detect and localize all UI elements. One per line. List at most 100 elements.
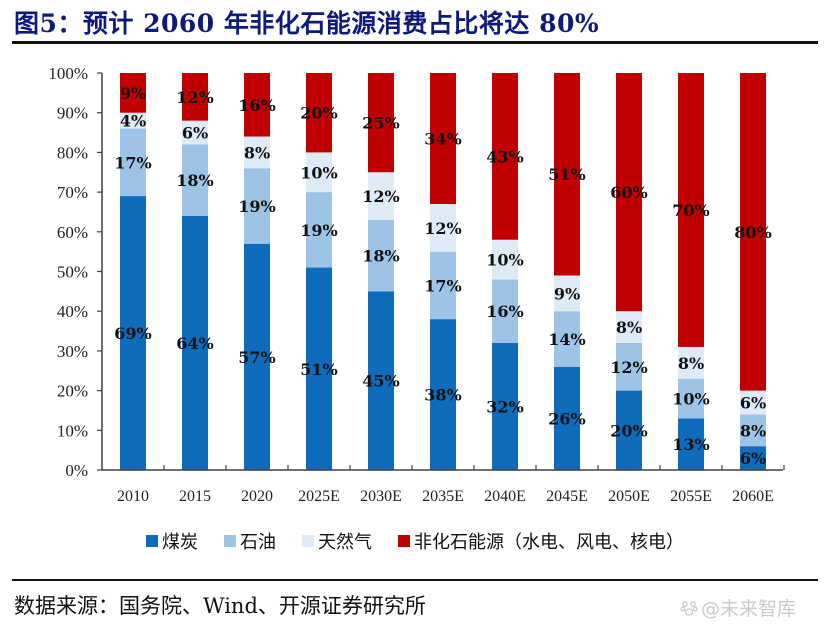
- y-tick-label: 100%: [48, 64, 88, 83]
- data-label-oil: 12%: [610, 358, 647, 377]
- bar-segment-coal: [554, 366, 580, 470]
- bar-segment-non_fossil: [120, 73, 146, 113]
- data-label-coal: 32%: [486, 397, 523, 416]
- data-label-non_fossil: 9%: [120, 84, 146, 103]
- bar-segment-coal: [368, 291, 394, 470]
- data-label-non_fossil: 60%: [610, 183, 647, 202]
- data-label-oil: 19%: [300, 221, 337, 240]
- data-label-coal: 69%: [114, 324, 151, 343]
- data-label-non_fossil: 43%: [486, 147, 523, 166]
- data-label-non_fossil: 20%: [300, 104, 337, 123]
- data-label-gas: 4%: [120, 112, 146, 131]
- data-label-non_fossil: 80%: [734, 223, 771, 242]
- watermark-text: @未来智库: [701, 598, 797, 620]
- bar-segment-non_fossil: [554, 73, 580, 276]
- bar-segment-gas: [368, 172, 394, 220]
- stacked-bar-chart: 69% 17% 4% 9% 2010 64% 18% 6% 12% 2015 57% 19% 8% 16%…: [48, 64, 785, 505]
- data-label-coal: 51%: [300, 360, 337, 379]
- y-tick-label: 80%: [57, 143, 88, 162]
- bar-segment-coal: [492, 342, 518, 470]
- data-label-coal: 26%: [548, 409, 585, 428]
- legend-item-oil: 石油: [224, 528, 276, 554]
- legend-label-gas: 天然气: [318, 532, 372, 553]
- x-tick-label: 2030E: [360, 488, 402, 505]
- y-tick-label: 20%: [57, 382, 88, 401]
- bar-segment-coal: [740, 446, 766, 470]
- data-label-coal: 45%: [362, 372, 399, 391]
- bar-segment-gas: [244, 136, 270, 169]
- y-tick-label: 50%: [57, 263, 88, 282]
- bar-segment-non_fossil: [492, 73, 518, 240]
- data-label-coal: 64%: [176, 334, 213, 353]
- x-tick-label: 2060E: [732, 488, 774, 505]
- bar-segment-non_fossil: [244, 73, 270, 137]
- bar-segment-gas: [554, 275, 580, 312]
- y-tick-label: 0%: [65, 461, 88, 480]
- legend-swatch-coal: [146, 535, 158, 547]
- data-label-coal: 57%: [238, 348, 275, 367]
- legend-swatch-non-fossil: [398, 535, 410, 547]
- bar-segment-non_fossil: [368, 73, 394, 173]
- y-tick-label: 70%: [57, 183, 88, 202]
- x-tick-label: 2050E: [608, 488, 650, 505]
- x-tick-label: 2010: [117, 488, 149, 505]
- data-source: 数据来源：国务院、Wind、开源证券研究所: [14, 594, 426, 618]
- y-tick-label: 90%: [57, 104, 88, 123]
- legend-label-oil: 石油: [240, 532, 276, 553]
- x-tick-label: 2015: [179, 488, 211, 505]
- bar-segment-oil: [616, 342, 642, 391]
- data-label-oil: 18%: [362, 247, 399, 266]
- data-label-non_fossil: 25%: [362, 114, 399, 133]
- paw-icon: [680, 600, 698, 616]
- x-tick-label: 2040E: [484, 488, 526, 505]
- bar-segment-non_fossil: [430, 73, 456, 205]
- bar-segment-gas: [616, 311, 642, 343]
- data-label-coal: 6%: [740, 449, 766, 468]
- title-divider: [12, 41, 818, 44]
- legend-label-non-fossil: 非化石能源（水电、风电、核电）: [414, 532, 684, 553]
- bar-segment-non_fossil: [740, 73, 766, 391]
- data-label-oil: 10%: [672, 390, 709, 409]
- bar-segment-oil: [740, 414, 766, 447]
- bar-segment-gas: [492, 239, 518, 280]
- data-label-gas: 9%: [554, 284, 580, 303]
- data-label-gas: 8%: [244, 143, 270, 162]
- bar-segment-gas: [740, 390, 766, 415]
- bar-segment-coal: [430, 319, 456, 470]
- bar-segment-gas: [306, 152, 332, 193]
- bar-segment-oil: [306, 192, 332, 268]
- data-label-oil: 17%: [114, 153, 151, 172]
- bar-segment-gas: [430, 204, 456, 252]
- bar-segment-gas: [120, 112, 146, 129]
- legend-label-coal: 煤炭: [162, 532, 198, 553]
- data-label-oil: 14%: [548, 330, 585, 349]
- data-label-gas: 6%: [740, 394, 766, 413]
- data-label-non_fossil: 51%: [548, 165, 585, 184]
- data-label-non_fossil: 16%: [238, 96, 275, 115]
- data-label-non_fossil: 12%: [176, 88, 213, 107]
- data-label-gas: 10%: [300, 163, 337, 182]
- data-label-oil: 16%: [486, 302, 523, 321]
- data-label-gas: 6%: [182, 124, 208, 143]
- data-label-non_fossil: 34%: [424, 130, 461, 149]
- y-tick-label: 40%: [57, 302, 88, 321]
- legend-item-gas: 天然气: [302, 528, 372, 554]
- data-label-gas: 12%: [362, 187, 399, 206]
- chart-legend: 煤炭 石油 天然气 非化石能源（水电、风电、核电）: [0, 528, 830, 554]
- bar-segment-coal: [182, 215, 208, 470]
- bar-segment-coal: [306, 267, 332, 470]
- bar-segment-coal: [616, 390, 642, 470]
- y-tick-label: 30%: [57, 342, 88, 361]
- bar-segment-oil: [120, 128, 146, 197]
- data-label-gas: 10%: [486, 251, 523, 270]
- y-tick-label: 60%: [57, 223, 88, 242]
- data-label-coal: 13%: [672, 435, 709, 454]
- bar-segment-non_fossil: [678, 73, 704, 347]
- bar-segment-coal: [120, 196, 146, 470]
- x-tick-label: 2025E: [298, 488, 340, 505]
- bar-segment-non_fossil: [182, 73, 208, 121]
- data-label-coal: 20%: [610, 421, 647, 440]
- watermark: @未来智库: [680, 594, 796, 621]
- x-tick-label: 2035E: [422, 488, 464, 505]
- data-label-oil: 18%: [176, 171, 213, 190]
